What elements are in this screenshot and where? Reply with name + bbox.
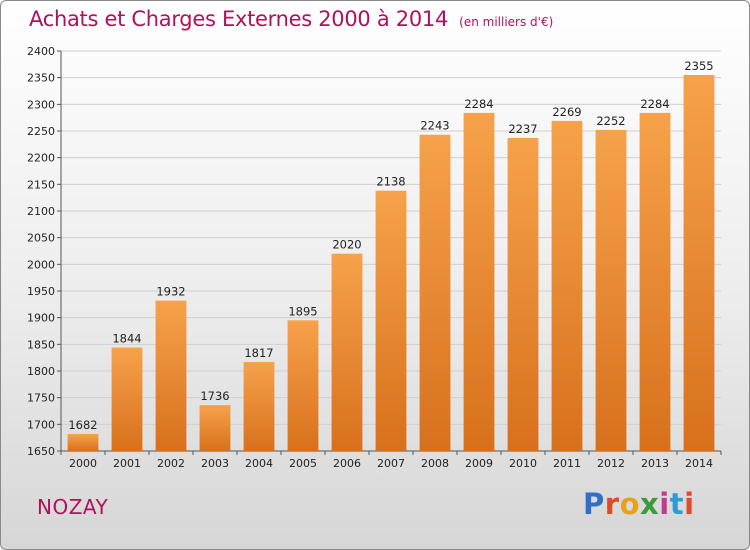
place-name: NOZAY bbox=[37, 495, 109, 519]
title-row: Achats et Charges Externes 2000 à 2014 (… bbox=[29, 7, 553, 31]
logo-letter: i bbox=[684, 487, 695, 521]
logo-letter: t bbox=[669, 487, 685, 521]
x-tick-label: 2013 bbox=[641, 457, 669, 470]
x-axis-ticks: 2000 2001 2002 2003 2004 2005 2006 2007 2008 2009… bbox=[60, 451, 722, 470]
y-tick-label: 2300 bbox=[27, 98, 55, 111]
x-tick-label: 2001 bbox=[113, 457, 141, 470]
data-label-2008: 2243 bbox=[420, 119, 449, 133]
logo-letter: x bbox=[640, 487, 660, 521]
chart-title: Achats et Charges Externes 2000 à 2014 bbox=[29, 7, 449, 31]
y-axis-ticks: 1650 1700 1750 1800 1850 1900 1950 2000 2050 2100… bbox=[27, 45, 61, 458]
logo-letter: P bbox=[583, 487, 605, 521]
data-label-2009: 2284 bbox=[464, 97, 493, 111]
data-label-2014: 2355 bbox=[684, 59, 713, 73]
y-tick-label: 2200 bbox=[27, 152, 55, 165]
y-tick-label: 1750 bbox=[27, 392, 55, 405]
data-label-2013: 2284 bbox=[640, 97, 669, 111]
bar-2011 bbox=[551, 120, 583, 451]
x-tick-label: 2002 bbox=[157, 457, 185, 470]
bar-2003 bbox=[199, 405, 231, 451]
proxiti-logo: Proxiti bbox=[583, 487, 695, 521]
x-tick-label: 2009 bbox=[465, 457, 493, 470]
data-label-2005: 1895 bbox=[288, 304, 317, 318]
bar-2004 bbox=[243, 361, 275, 451]
y-tick-label: 2000 bbox=[27, 258, 55, 271]
x-tick-label: 2004 bbox=[245, 457, 273, 470]
y-tick-label: 1700 bbox=[27, 418, 55, 431]
x-tick-label: 2000 bbox=[69, 457, 97, 470]
bar-2005 bbox=[287, 320, 319, 451]
y-tick-label: 2350 bbox=[27, 72, 55, 85]
bar-2006 bbox=[331, 253, 363, 451]
data-label-2006: 2020 bbox=[332, 238, 361, 252]
x-tick-label: 2007 bbox=[377, 457, 405, 470]
data-label-2004: 1817 bbox=[244, 346, 273, 360]
x-tick-label: 2005 bbox=[289, 457, 317, 470]
x-tick-label: 2011 bbox=[553, 457, 581, 470]
bar-2002 bbox=[155, 300, 187, 451]
y-tick-label: 1850 bbox=[27, 338, 55, 351]
y-tick-label: 2150 bbox=[27, 178, 55, 191]
bar-2013 bbox=[639, 112, 671, 451]
bar-2009 bbox=[463, 112, 495, 451]
y-tick-label: 1900 bbox=[27, 312, 55, 325]
data-label-2002: 1932 bbox=[156, 285, 185, 299]
x-tick-label: 2012 bbox=[597, 457, 625, 470]
bar-2014 bbox=[683, 75, 715, 451]
bars bbox=[67, 75, 715, 451]
logo-letter: o bbox=[619, 487, 641, 521]
bar-2000 bbox=[67, 433, 99, 451]
bar-2010 bbox=[507, 137, 539, 451]
x-tick-label: 2010 bbox=[509, 457, 537, 470]
y-tick-label: 2050 bbox=[27, 232, 55, 245]
bar-2012 bbox=[595, 129, 627, 451]
bar-2008 bbox=[419, 134, 451, 451]
data-label-2010: 2237 bbox=[508, 122, 537, 136]
y-tick-label: 2250 bbox=[27, 125, 55, 138]
data-label-2007: 2138 bbox=[376, 175, 405, 189]
y-tick-label: 2100 bbox=[27, 205, 55, 218]
data-label-2012: 2252 bbox=[596, 114, 625, 128]
logo-letter: i bbox=[659, 487, 670, 521]
x-tick-label: 2008 bbox=[421, 457, 449, 470]
chart-unit: (en milliers d'€) bbox=[459, 15, 554, 29]
data-label-2001: 1844 bbox=[112, 332, 141, 346]
y-tick-label: 1950 bbox=[27, 285, 55, 298]
data-label-2011: 2269 bbox=[552, 105, 581, 119]
data-labels: 1682 1844 1932 1736 1817 1895 2020 2138 2243 2284… bbox=[68, 59, 713, 432]
x-tick-label: 2006 bbox=[333, 457, 361, 470]
logo-letter: r bbox=[604, 487, 620, 521]
y-tick-label: 2400 bbox=[27, 45, 55, 58]
bar-2001 bbox=[111, 347, 143, 451]
x-tick-label: 2003 bbox=[201, 457, 229, 470]
data-label-2000: 1682 bbox=[68, 418, 97, 432]
x-tick-label: 2014 bbox=[685, 457, 713, 470]
y-tick-label: 1800 bbox=[27, 365, 55, 378]
y-tick-label: 1650 bbox=[27, 445, 55, 458]
data-label-2003: 1736 bbox=[200, 389, 229, 403]
bar-2007 bbox=[375, 190, 407, 451]
